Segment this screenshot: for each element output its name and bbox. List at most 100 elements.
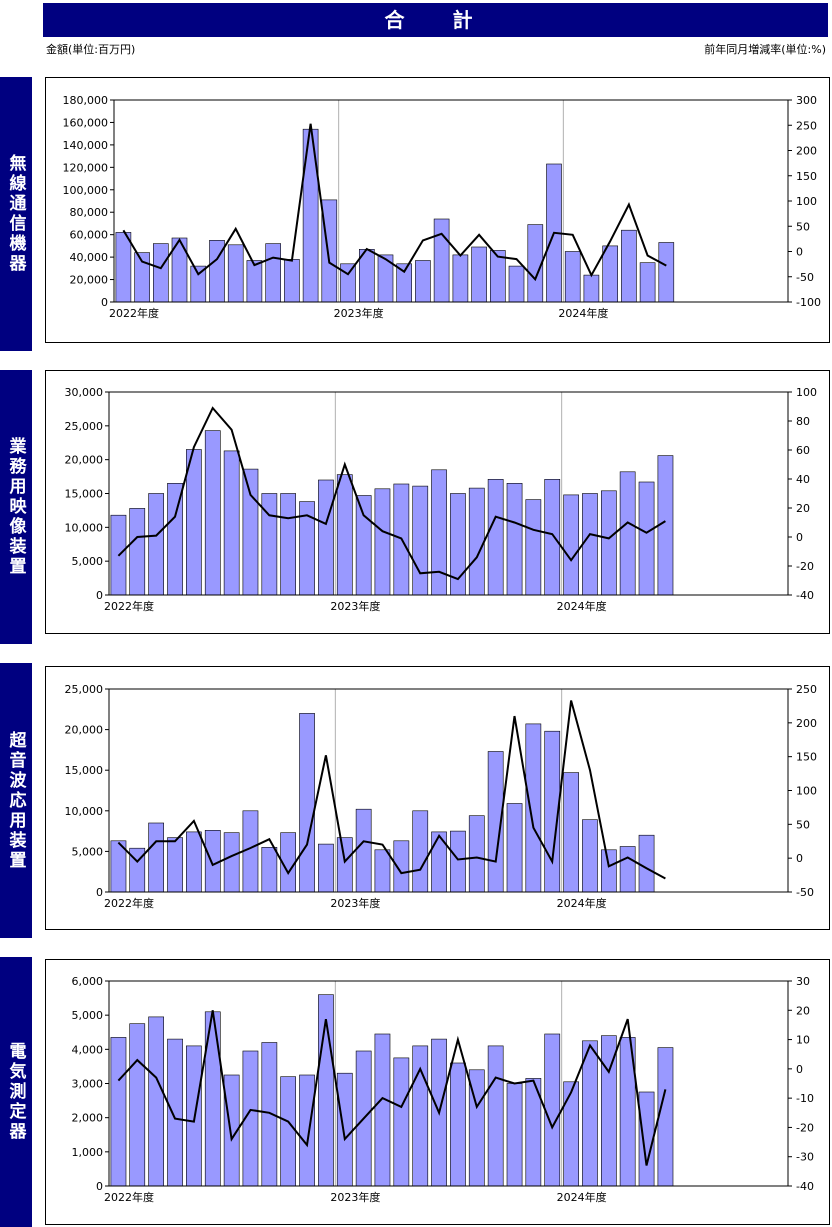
bar xyxy=(468,487,485,596)
section-label-text: 電気測定器 xyxy=(5,1042,26,1142)
right-axis-tick-label: 200 xyxy=(796,145,817,158)
bar xyxy=(487,1045,504,1187)
bar xyxy=(452,254,469,303)
bar xyxy=(115,232,132,303)
bar xyxy=(265,243,281,303)
bar xyxy=(583,274,600,303)
right-axis-tick-label: 100 xyxy=(796,785,817,798)
bar xyxy=(415,260,431,303)
bar xyxy=(186,831,202,893)
bar xyxy=(600,849,617,893)
bar xyxy=(355,808,372,893)
bar xyxy=(412,485,429,596)
bar xyxy=(639,262,656,303)
right-axis-tick-label: -50 xyxy=(796,886,814,899)
bar xyxy=(242,468,259,596)
right-axis-tick-label: 250 xyxy=(796,683,817,696)
left-axis-tick-label: 10,000 xyxy=(65,805,104,818)
left-axis-tick-label: 25,000 xyxy=(65,420,104,433)
bar xyxy=(148,1016,164,1187)
bar xyxy=(261,847,278,893)
chart-panel-measuring: 0 1,000 2,000 3,000 4,000 5,000 6,000 -40 -30 -20… xyxy=(45,959,830,1225)
bar xyxy=(318,479,334,596)
section-label-text: 業務用映像装置 xyxy=(5,437,26,577)
left-axis-tick-label: 20,000 xyxy=(70,274,109,287)
section-label-ultrasonic: 超音波応用装置 xyxy=(0,663,32,938)
bar xyxy=(246,260,263,303)
bar xyxy=(153,243,169,303)
bar xyxy=(129,1023,146,1187)
bar xyxy=(204,830,221,893)
unit-note-yoy: 前年同月増減率(単位:%) xyxy=(704,43,826,56)
bar xyxy=(600,490,617,596)
x-axis-tick-label: 2023年度 xyxy=(330,1190,380,1204)
bar xyxy=(340,263,356,303)
bar xyxy=(450,830,466,893)
chart-ultrasonic: 0 5,000 10,000 15,000 20,000 25,000 -50 0 50 100 1… xyxy=(65,683,818,910)
bar xyxy=(280,493,297,596)
chart-video: 0 5,000 10,000 15,000 20,000 25,000 30,000 -40 -… xyxy=(65,386,818,613)
bar xyxy=(563,772,579,893)
left-axis-tick-label: 5,000 xyxy=(72,555,104,568)
right-axis-tick-label: 20 xyxy=(796,1004,810,1017)
bar xyxy=(336,1072,353,1187)
right-axis-tick-label: 150 xyxy=(796,170,817,183)
bar xyxy=(525,723,542,893)
bar xyxy=(412,810,429,893)
left-axis-tick-label: 180,000 xyxy=(63,94,109,107)
left-axis-tick-label: 15,000 xyxy=(65,488,104,501)
chart-panel-wireless: 0 20,000 40,000 60,000 80,000 100,000 120,000 1… xyxy=(45,77,830,343)
bar xyxy=(544,1033,561,1187)
left-axis-tick-label: 160,000 xyxy=(63,116,109,129)
bar xyxy=(167,1038,183,1187)
right-axis-tick-label: 40 xyxy=(796,473,810,486)
bar xyxy=(433,218,450,303)
bar xyxy=(167,837,183,893)
bar xyxy=(564,251,581,303)
right-axis-tick-label: 100 xyxy=(796,386,817,399)
right-axis-tick-label: 50 xyxy=(796,818,810,831)
bar xyxy=(602,245,619,303)
bar xyxy=(374,1033,391,1187)
bar xyxy=(563,494,579,596)
right-axis-tick-label: -40 xyxy=(796,1180,814,1193)
yoy-line xyxy=(122,123,667,282)
left-axis-tick-label: 100,000 xyxy=(63,184,109,197)
bar xyxy=(227,244,244,303)
bar xyxy=(148,493,164,596)
right-axis-tick-label: 150 xyxy=(796,751,817,764)
bar xyxy=(582,819,598,893)
right-axis-tick-label: -50 xyxy=(796,271,814,284)
left-axis-tick-label: 4,000 xyxy=(72,1043,104,1056)
left-axis-tick-label: 60,000 xyxy=(70,229,109,242)
left-axis-tick-label: 140,000 xyxy=(63,139,109,152)
bar xyxy=(355,495,372,596)
x-axis-tick-label: 2022年度 xyxy=(109,306,159,320)
page-title: 合 計 xyxy=(43,3,828,37)
bar xyxy=(204,430,221,596)
unit-note-amount: 金額(単位:百万円) xyxy=(46,43,136,56)
left-axis-tick-label: 25,000 xyxy=(65,683,104,696)
bar xyxy=(657,1047,674,1187)
bar xyxy=(544,479,561,596)
left-axis-tick-label: 1,000 xyxy=(72,1146,104,1159)
x-axis-tick-label: 2024年度 xyxy=(557,896,607,910)
bar xyxy=(658,242,675,303)
right-axis-tick-label: 300 xyxy=(796,94,817,107)
bar xyxy=(374,849,391,893)
bar xyxy=(321,199,338,303)
x-axis-tick-label: 2023年度 xyxy=(330,896,380,910)
right-axis-tick-label: -10 xyxy=(796,1092,814,1105)
chart-wireless: 0 20,000 40,000 60,000 80,000 100,000 120,000 1… xyxy=(63,94,821,320)
x-axis-tick-label: 2023年度 xyxy=(330,599,380,613)
yoy-line xyxy=(117,1010,667,1166)
left-axis-tick-label: 20,000 xyxy=(65,724,104,737)
x-axis-tick-label: 2024年度 xyxy=(557,599,607,613)
x-axis-tick-label: 2022年度 xyxy=(104,599,154,613)
left-axis-tick-label: 0 xyxy=(96,886,103,899)
left-axis-tick-label: 0 xyxy=(96,1180,103,1193)
bar xyxy=(506,483,523,596)
right-axis-tick-label: 10 xyxy=(796,1034,810,1047)
right-axis-tick-label: 0 xyxy=(796,1063,803,1076)
left-axis-tick-label: 5,000 xyxy=(72,1009,104,1022)
